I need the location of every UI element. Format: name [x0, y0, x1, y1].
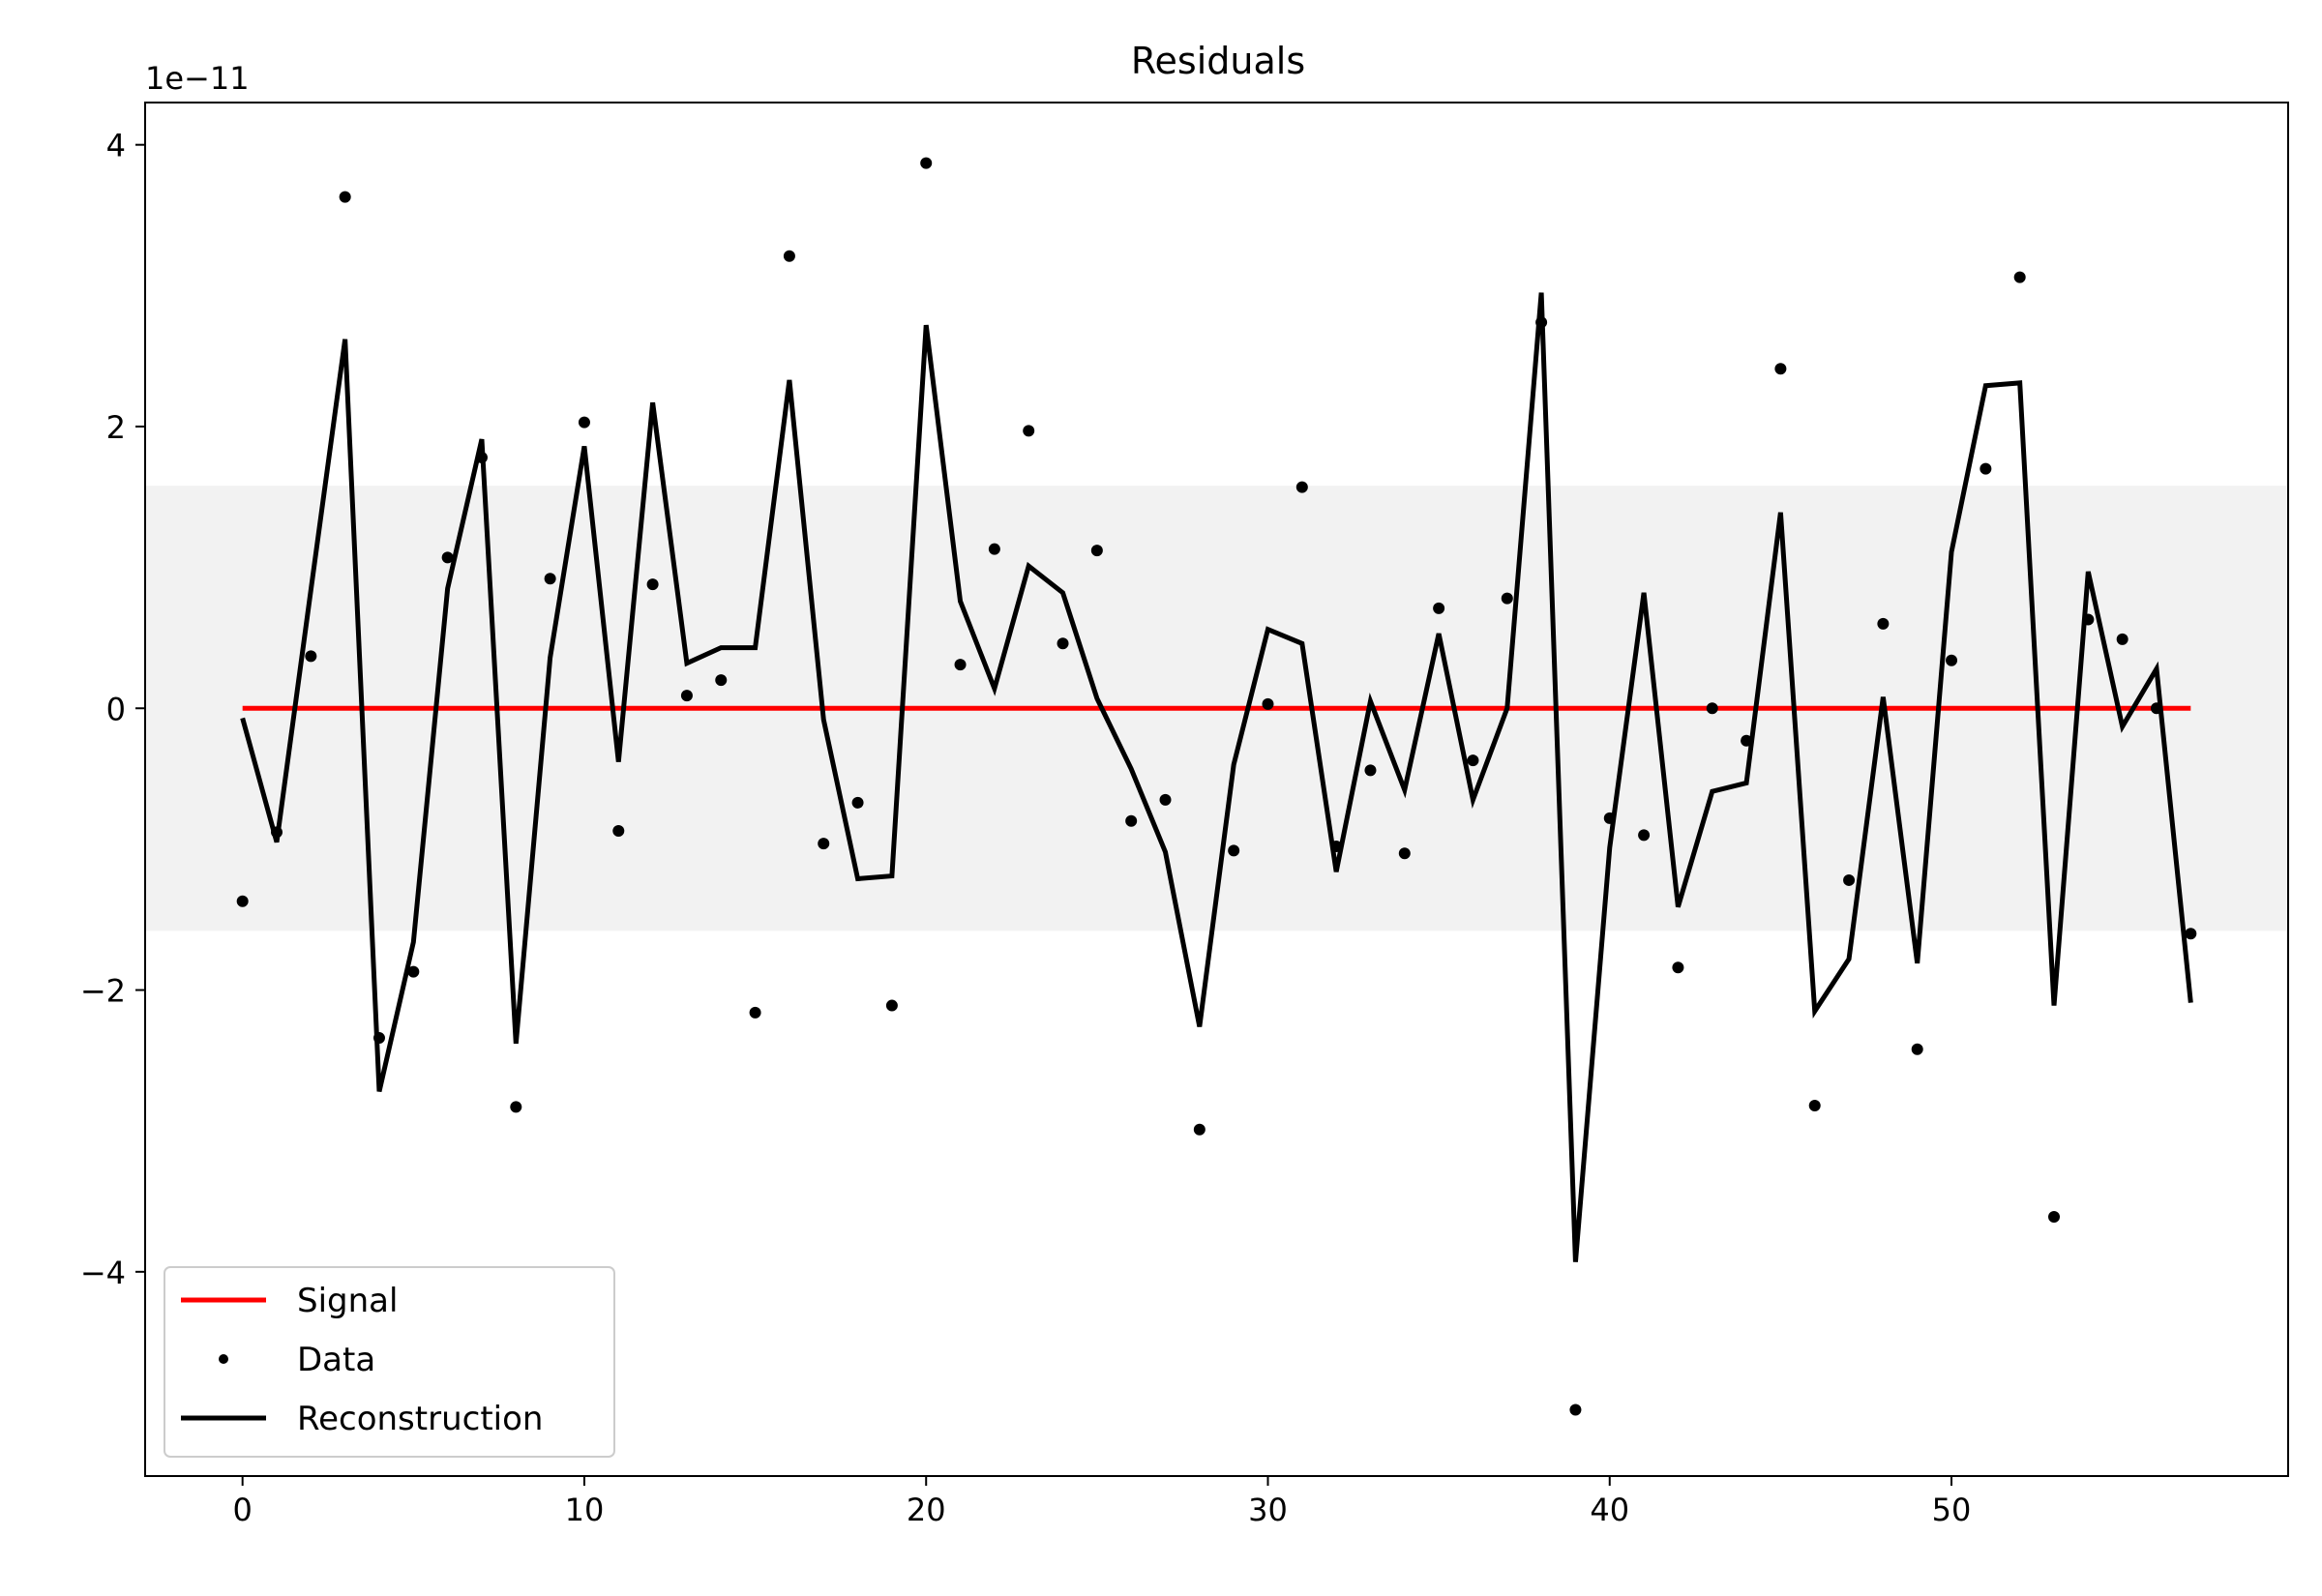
data-point: [2082, 613, 2095, 626]
x-axis-ticks: 0 10 20 30 40 50: [233, 1476, 1972, 1528]
legend-data-label: Data: [297, 1341, 375, 1379]
data-point: [1330, 840, 1343, 852]
data-point: [1125, 814, 1138, 827]
data-point: [885, 999, 898, 1012]
data-point: [749, 1006, 761, 1019]
legend[interactable]: Signal Data Reconstruction: [164, 1266, 615, 1458]
data-point: [1433, 602, 1445, 614]
data-point: [1843, 873, 1856, 886]
legend-reconstruction-label: Reconstruction: [297, 1400, 543, 1438]
x-tick-label: 20: [907, 1492, 946, 1528]
data-point: [1193, 1123, 1206, 1136]
data-point: [646, 578, 659, 591]
data-point: [1228, 844, 1240, 857]
x-tick-label: 10: [565, 1492, 605, 1528]
data-point: [339, 191, 351, 203]
data-point: [1980, 462, 1992, 475]
data-point: [851, 796, 864, 809]
data-point: [271, 826, 283, 839]
data-point: [783, 250, 795, 262]
data-point: [2150, 702, 2162, 715]
data-point: [715, 674, 728, 687]
data-point: [1946, 654, 1958, 666]
reconstruction-series: [240, 292, 2193, 1262]
data-point: [1808, 1099, 1821, 1111]
data-point: [441, 551, 454, 564]
data-point: [1603, 812, 1616, 824]
data-point: [1535, 316, 1548, 329]
data-point: [612, 824, 625, 837]
data-point: [954, 659, 967, 671]
y-tick-label: 2: [106, 409, 126, 446]
data-point: [1262, 697, 1274, 710]
data-point: [2185, 928, 2197, 940]
y-tick-label: −2: [80, 973, 126, 1010]
data-point: [1741, 734, 1753, 747]
data-point: [2013, 271, 2026, 283]
x-tick-label: 0: [233, 1492, 253, 1528]
chart-title: Residuals: [1131, 40, 1305, 82]
data-point: [236, 895, 249, 907]
data-point: [1057, 637, 1069, 650]
y-tick-label: −4: [80, 1255, 126, 1291]
data-point: [475, 452, 488, 464]
x-tick-label: 40: [1590, 1492, 1629, 1528]
data-point: [1364, 764, 1377, 777]
data-series: [236, 157, 2197, 1416]
data-point: [1569, 1404, 1582, 1416]
data-point: [1706, 702, 1718, 715]
data-point: [1672, 961, 1684, 974]
data-point: [1638, 829, 1651, 842]
data-point: [1295, 481, 1308, 493]
data-point: [1877, 617, 1890, 630]
data-point: [372, 1032, 385, 1045]
data-point: [1090, 545, 1103, 557]
legend-box: [164, 1266, 615, 1458]
data-point: [1023, 425, 1035, 437]
y-tick-label: 4: [106, 128, 126, 164]
x-tick-label: 50: [1932, 1492, 1972, 1528]
data-point: [1911, 1043, 1923, 1055]
data-point: [1159, 793, 1172, 806]
y-axis-ticks: −4 −2 0 2 4: [80, 128, 145, 1291]
y-offset-label: 1e−11: [145, 60, 250, 97]
data-point: [544, 573, 556, 585]
y-tick-label: 0: [106, 691, 126, 727]
legend-signal-label: Signal: [297, 1282, 398, 1320]
data-point: [2116, 633, 2128, 645]
reconstruction-line: [240, 292, 2193, 1262]
data-point: [1774, 363, 1787, 375]
data-point: [1501, 592, 1513, 605]
data-point: [1467, 754, 1479, 767]
data-point: [407, 965, 420, 978]
data-point: [578, 416, 590, 429]
data-point: [988, 543, 1000, 555]
data-point: [1398, 847, 1411, 860]
x-tick-label: 30: [1248, 1492, 1288, 1528]
legend-data-swatch: [219, 1354, 228, 1364]
data-point: [818, 838, 830, 850]
data-point: [510, 1101, 522, 1113]
data-point: [305, 650, 317, 663]
data-point: [920, 157, 933, 169]
data-point: [680, 690, 693, 702]
plot-frame: [144, 102, 2289, 1477]
data-point: [2048, 1211, 2061, 1224]
